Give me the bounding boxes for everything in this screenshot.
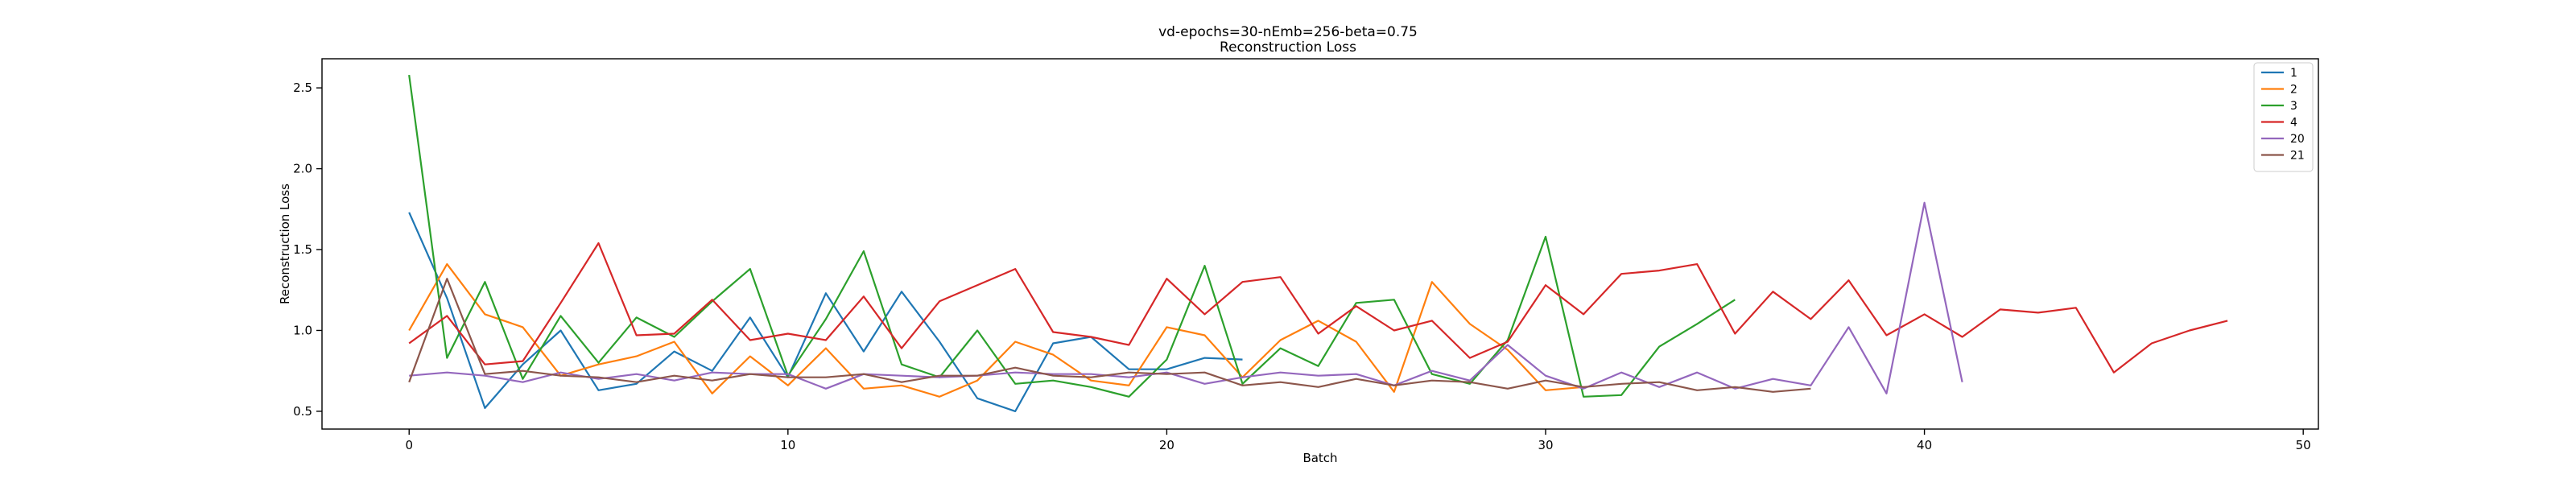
y-tick-label: 0.5 (293, 404, 312, 419)
y-tick-label: 1.5 (293, 242, 312, 257)
series-line-20 (409, 201, 1963, 394)
chart-title-line1: vd-epochs=30-nEmb=256-beta=0.75 (1158, 24, 1418, 40)
y-axis-label: Reconstruction Loss (278, 184, 292, 304)
chart-title-line2: Reconstruction Loss (1220, 39, 1356, 56)
legend-label-20: 20 (2290, 133, 2305, 146)
series-line-4 (408, 242, 2228, 374)
x-tick-label: 30 (1538, 438, 1553, 452)
legend-label-4: 4 (2290, 117, 2297, 130)
x-tick-label: 10 (780, 438, 795, 452)
x-axis-label: Batch (1302, 451, 1337, 465)
x-tick-label: 0 (405, 438, 413, 452)
y-tick-label: 2.0 (293, 162, 312, 176)
x-tick-label: 20 (1159, 438, 1174, 452)
series-line-3 (408, 74, 1736, 398)
legend-label-21: 21 (2290, 150, 2305, 163)
legend-label-3: 3 (2290, 100, 2297, 113)
plot-area: 0 10 20 30 40 50 0.5 1.0 1.5 2.0 2.5 (293, 58, 2319, 452)
y-tick-label: 2.5 (293, 80, 312, 95)
x-tick-label: 40 (1917, 438, 1932, 452)
x-tick-label: 50 (2296, 438, 2311, 452)
series-line-21 (408, 278, 1811, 393)
legend-label-1: 1 (2290, 67, 2297, 80)
plot-frame (321, 58, 2319, 430)
legend-label-2: 2 (2290, 84, 2297, 97)
y-tick-label: 1.0 (293, 323, 312, 337)
legend-box (2253, 62, 2314, 172)
series-line-1 (408, 212, 1243, 412)
legend: 1 2 3 4 20 21 (2253, 62, 2314, 172)
